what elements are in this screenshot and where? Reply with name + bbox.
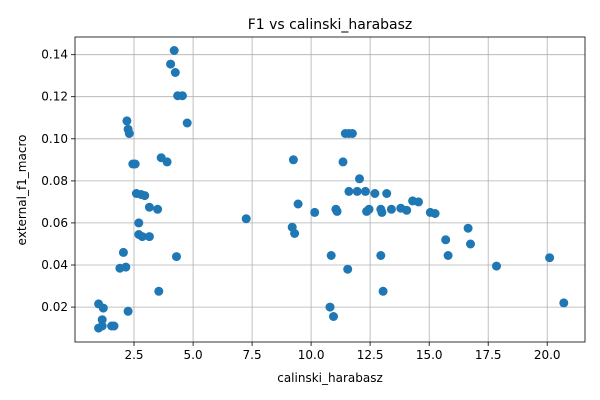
data-point <box>463 223 473 233</box>
data-point <box>310 207 320 217</box>
data-point <box>182 118 192 128</box>
data-point <box>329 312 338 321</box>
y-axis-label: external_f1_macro <box>15 135 29 246</box>
data-point <box>288 155 298 165</box>
data-point <box>441 235 451 245</box>
y-tick-label: 0.06 <box>41 216 68 230</box>
data-point <box>169 46 179 55</box>
data-point <box>364 204 374 214</box>
data-point <box>545 253 555 263</box>
data-point <box>559 298 569 308</box>
data-point <box>172 252 181 262</box>
data-point <box>130 159 140 169</box>
data-point <box>177 91 187 101</box>
data-point <box>97 315 107 325</box>
data-point <box>377 207 387 217</box>
data-point <box>123 306 133 316</box>
data-point <box>121 262 131 272</box>
data-point <box>162 157 172 167</box>
x-axis: 2.5 5.0 7.5 10.0 12.5 15.0 17.5 20.0 <box>124 342 561 362</box>
data-point <box>343 264 353 274</box>
data-point <box>122 116 132 126</box>
x-tick-label: 17.5 <box>475 348 502 362</box>
data-point <box>466 239 475 249</box>
y-tick-label: 0.02 <box>41 300 68 314</box>
data-point <box>98 303 108 313</box>
data-point <box>402 205 412 215</box>
x-tick-label: 10.0 <box>298 348 325 362</box>
data-point <box>144 232 154 242</box>
chart-title: F1 vs calinski_harabasz <box>248 17 413 33</box>
data-point <box>144 202 154 212</box>
y-tick-label: 0.14 <box>41 48 68 62</box>
plot-area <box>75 37 585 342</box>
data-point <box>378 286 388 296</box>
x-tick-label: 7.5 <box>243 348 262 362</box>
y-axis: 0.02 0.04 0.06 0.08 0.10 0.12 0.14 <box>41 48 75 314</box>
data-point <box>290 229 300 238</box>
data-point <box>325 302 335 312</box>
data-point <box>166 59 176 69</box>
y-tick-label: 0.10 <box>41 132 68 146</box>
data-point <box>370 189 380 198</box>
data-point <box>443 251 453 260</box>
x-axis-label: calinski_harabasz <box>277 371 383 385</box>
data-point <box>360 186 370 196</box>
data-point <box>134 218 144 228</box>
x-tick-label: 5.0 <box>184 348 203 362</box>
data-point <box>118 247 128 257</box>
data-point <box>241 214 251 224</box>
x-tick-label: 2.5 <box>124 348 143 362</box>
y-tick-label: 0.04 <box>41 258 68 272</box>
data-point <box>326 251 336 260</box>
data-point <box>338 157 348 167</box>
data-point <box>414 197 423 207</box>
y-tick-label: 0.12 <box>41 90 68 104</box>
data-point <box>153 204 163 214</box>
plot-frame <box>74 36 586 343</box>
data-point <box>332 206 342 216</box>
data-point <box>386 204 396 214</box>
data-point <box>376 251 386 260</box>
data-point <box>382 189 392 198</box>
data-point <box>355 174 364 184</box>
data-point <box>170 68 180 77</box>
data-point <box>492 261 501 271</box>
data-point <box>430 209 440 218</box>
data-point <box>97 321 107 331</box>
data-point <box>347 129 357 138</box>
data-point <box>137 232 147 242</box>
x-tick-label: 12.5 <box>357 348 384 362</box>
x-tick-label: 15.0 <box>416 348 443 362</box>
data-point <box>124 129 134 138</box>
data-point <box>109 321 119 331</box>
x-tick-label: 20.0 <box>534 348 561 362</box>
y-tick-label: 0.08 <box>41 174 68 188</box>
data-point <box>344 186 354 196</box>
data-point <box>352 186 362 196</box>
data-point <box>140 191 150 201</box>
data-points <box>94 46 569 333</box>
data-point <box>154 286 164 296</box>
data-point <box>293 199 303 209</box>
